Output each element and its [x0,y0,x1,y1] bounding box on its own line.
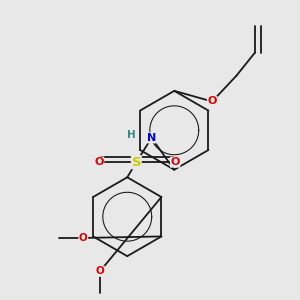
Text: O: O [94,157,104,167]
Text: N: N [147,133,156,143]
Text: S: S [131,156,141,169]
Text: H: H [128,130,136,140]
Text: O: O [170,157,180,167]
Text: O: O [96,266,104,276]
Text: O: O [79,233,88,243]
Text: O: O [208,97,217,106]
